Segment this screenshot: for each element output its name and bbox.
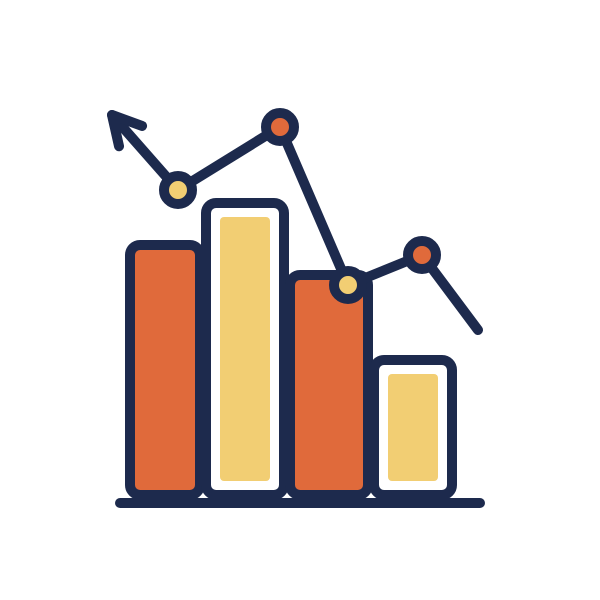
bar-1 [130,245,200,495]
trend-marker-2 [266,113,294,141]
chart-svg [85,85,515,515]
trend-marker-3 [334,271,362,299]
bar-2 [206,203,284,495]
bar-3 [290,275,368,495]
bar-trend-chart [85,85,515,515]
trend-marker-4 [408,241,436,269]
trend-marker-1 [164,176,192,204]
bar-4 [374,360,452,495]
